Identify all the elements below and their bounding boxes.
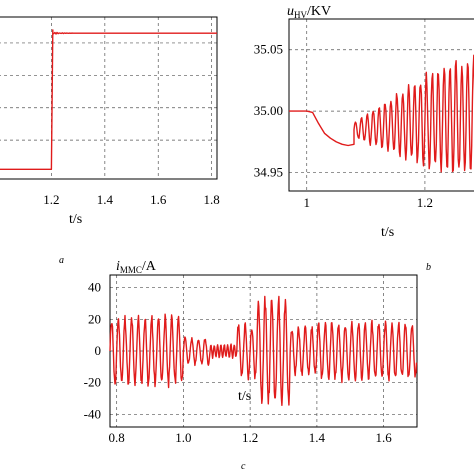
- panel-c-y-tick-label-4: -40: [84, 406, 101, 421]
- panel-b-series-line: [289, 54, 474, 173]
- panel-b-x-axis-label: t/s: [381, 225, 394, 240]
- panel-c-y-tick-label-1: 20: [88, 311, 101, 326]
- panel-a-series-line: [0, 29, 217, 170]
- panel-b-y-tick-label-2: 35.05: [254, 42, 283, 57]
- panel-b-x-tick-label-1: 1.2: [417, 195, 433, 210]
- panel-b-y-label-sub: HV: [294, 10, 307, 20]
- panel-b-y-axis-label: uHV/KV: [287, 4, 331, 20]
- panel-b-frame: [288, 18, 474, 192]
- panel-c-label: c: [241, 461, 246, 472]
- panel-a-x-ticks: 1.2 1.4 1.6 1.8: [43, 192, 219, 207]
- panel-c-y-tick-label-0: 40: [88, 280, 101, 295]
- panel-c-x-tick-label-1: 1.0: [175, 430, 191, 445]
- panel-c-x-axis-label: t/s: [238, 389, 251, 404]
- panel-b-y-tick-label-1: 35.00: [254, 103, 283, 118]
- panel-c-y-label-unit: /A: [142, 259, 157, 274]
- panel-a-chart: 1.2 1.4 1.6 1.8 t/s a: [0, 16, 220, 266]
- panel-c-grid: [110, 275, 417, 427]
- panel-c-series-line: [109, 295, 418, 406]
- panel-a-frame: [0, 16, 218, 180]
- panel-a-label: a: [59, 255, 64, 266]
- panel-a-x-tick-label-2: 1.6: [150, 192, 167, 207]
- panel-b-y-tick-label-0: 34.95: [254, 165, 283, 180]
- panel-b-label: b: [426, 262, 431, 273]
- panel-b-y-label-unit: /KV: [307, 4, 331, 19]
- panel-c-y-tick-label-3: -20: [84, 375, 101, 390]
- panel-b-x-ticks: 1 1.2: [303, 195, 433, 210]
- panel-c-y-label-sub: MMC: [120, 265, 142, 275]
- panel-b-x-tick-label-0: 1: [303, 195, 310, 210]
- panel-a-x-axis-label: t/s: [69, 212, 82, 227]
- panel-b-y-ticks: 34.95 35.00 35.05: [254, 42, 283, 180]
- panel-a-grid: [0, 17, 217, 179]
- panel-b-y-label-main: u: [287, 4, 294, 19]
- panel-c-y-label-main: i: [116, 259, 120, 274]
- panel-a-x-tick-label-1: 1.4: [97, 192, 114, 207]
- panel-c-y-axis-label: iMMC/A: [116, 259, 157, 275]
- panel-c-x-tick-label-2: 1.2: [242, 430, 258, 445]
- panel-c-y-tick-label-2: 0: [95, 343, 102, 358]
- panel-a-x-tick-label-0: 1.2: [43, 192, 59, 207]
- panel-c-x-ticks: 0.8 1.0 1.2 1.4 1.6: [109, 430, 393, 445]
- panel-a-x-tick-label-3: 1.8: [204, 192, 220, 207]
- panel-c-x-tick-label-4: 1.6: [376, 430, 393, 445]
- panel-c-x-tick-label-3: 1.4: [309, 430, 326, 445]
- panel-c-x-tick-label-0: 0.8: [109, 430, 125, 445]
- panel-c-y-ticks: 40 20 0 -20 -40: [84, 280, 101, 422]
- panel-c-chart: 0.8 1.0 1.2 1.4 1.6 40 20 0 -20 -40 iMMC/A t/s c: [84, 259, 418, 472]
